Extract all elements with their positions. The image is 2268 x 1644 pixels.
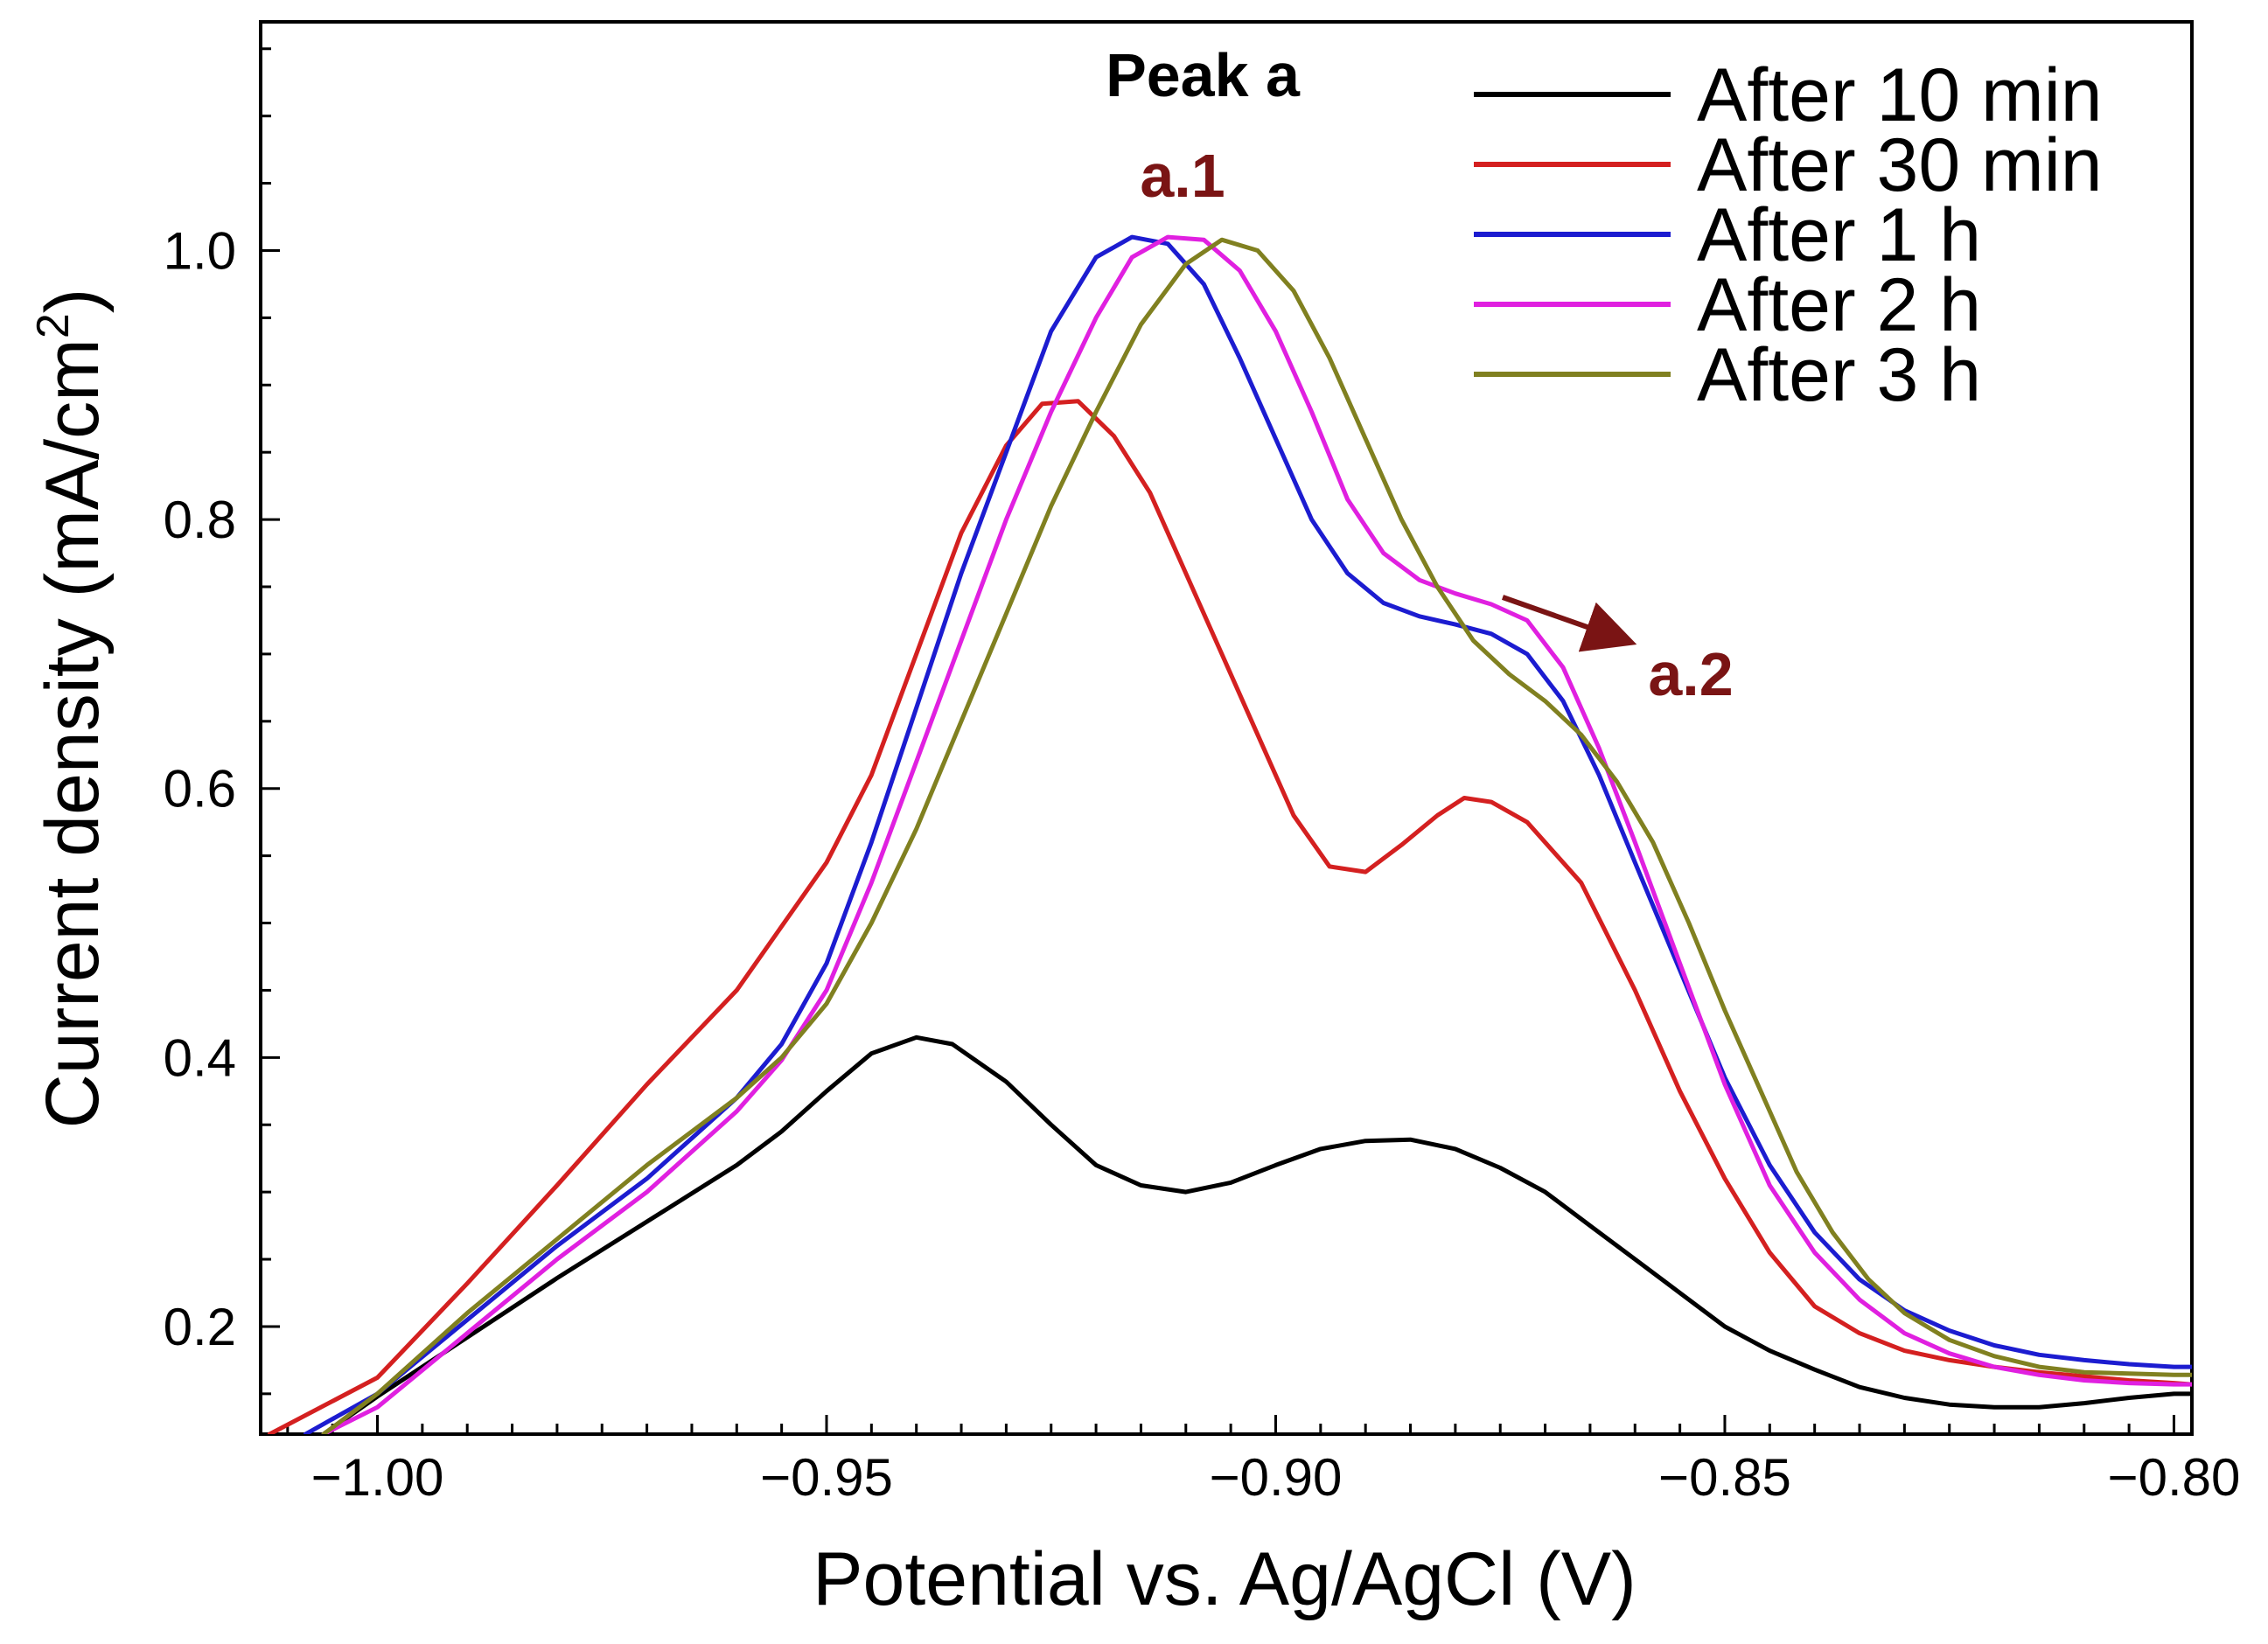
x-tick-labels: −1.00 −0.95 −0.90 −0.85 −0.80 bbox=[311, 1448, 2241, 1507]
legend-label: After 3 h bbox=[1697, 333, 1981, 417]
series-line bbox=[321, 1034, 2192, 1434]
annotation-a1: a.1 bbox=[1140, 142, 1225, 210]
legend-label: After 10 min bbox=[1697, 53, 2103, 137]
y-axis-title-main: Current density (mA/cm bbox=[31, 338, 115, 1128]
x-tick-label: −0.95 bbox=[760, 1448, 893, 1507]
series-line bbox=[321, 237, 2192, 1434]
series-lines bbox=[267, 234, 2192, 1434]
legend-label: After 1 h bbox=[1697, 193, 1981, 277]
series-line bbox=[303, 234, 2192, 1434]
y-tick-labels: 0.2 0.4 0.6 0.8 1.0 bbox=[164, 221, 236, 1355]
x-axis-title: Potential vs. Ag/AgCl (V) bbox=[813, 1537, 1636, 1621]
series-line bbox=[267, 399, 2192, 1434]
legend-label: After 2 h bbox=[1697, 263, 1981, 347]
y-tick-label: 0.2 bbox=[164, 1298, 236, 1356]
annotation-a2: a.2 bbox=[1648, 640, 1733, 708]
y-axis-title: Current density (mA/cm2) bbox=[28, 289, 115, 1129]
y-tick-label: 1.0 bbox=[164, 221, 236, 280]
annotation-arrow bbox=[1502, 595, 1637, 652]
x-tick-label: −1.00 bbox=[311, 1448, 444, 1507]
x-tick-label: −0.80 bbox=[2108, 1448, 2241, 1507]
legend-label: After 30 min bbox=[1697, 123, 2103, 207]
y-axis-title-sup: 2 bbox=[28, 313, 79, 338]
x-tick-label: −0.90 bbox=[1210, 1448, 1343, 1507]
axis-ticks bbox=[261, 47, 2175, 1434]
y-axis-title-close: ) bbox=[31, 289, 115, 314]
y-tick-label: 0.4 bbox=[164, 1028, 236, 1087]
plot-frame bbox=[259, 20, 2194, 1436]
annotation-peak-a: Peak a bbox=[1106, 41, 1301, 109]
series-line bbox=[321, 234, 2192, 1434]
y-tick-label: 0.8 bbox=[164, 491, 236, 549]
x-tick-label: −0.85 bbox=[1658, 1448, 1791, 1507]
y-tick-label: 0.6 bbox=[164, 760, 236, 819]
